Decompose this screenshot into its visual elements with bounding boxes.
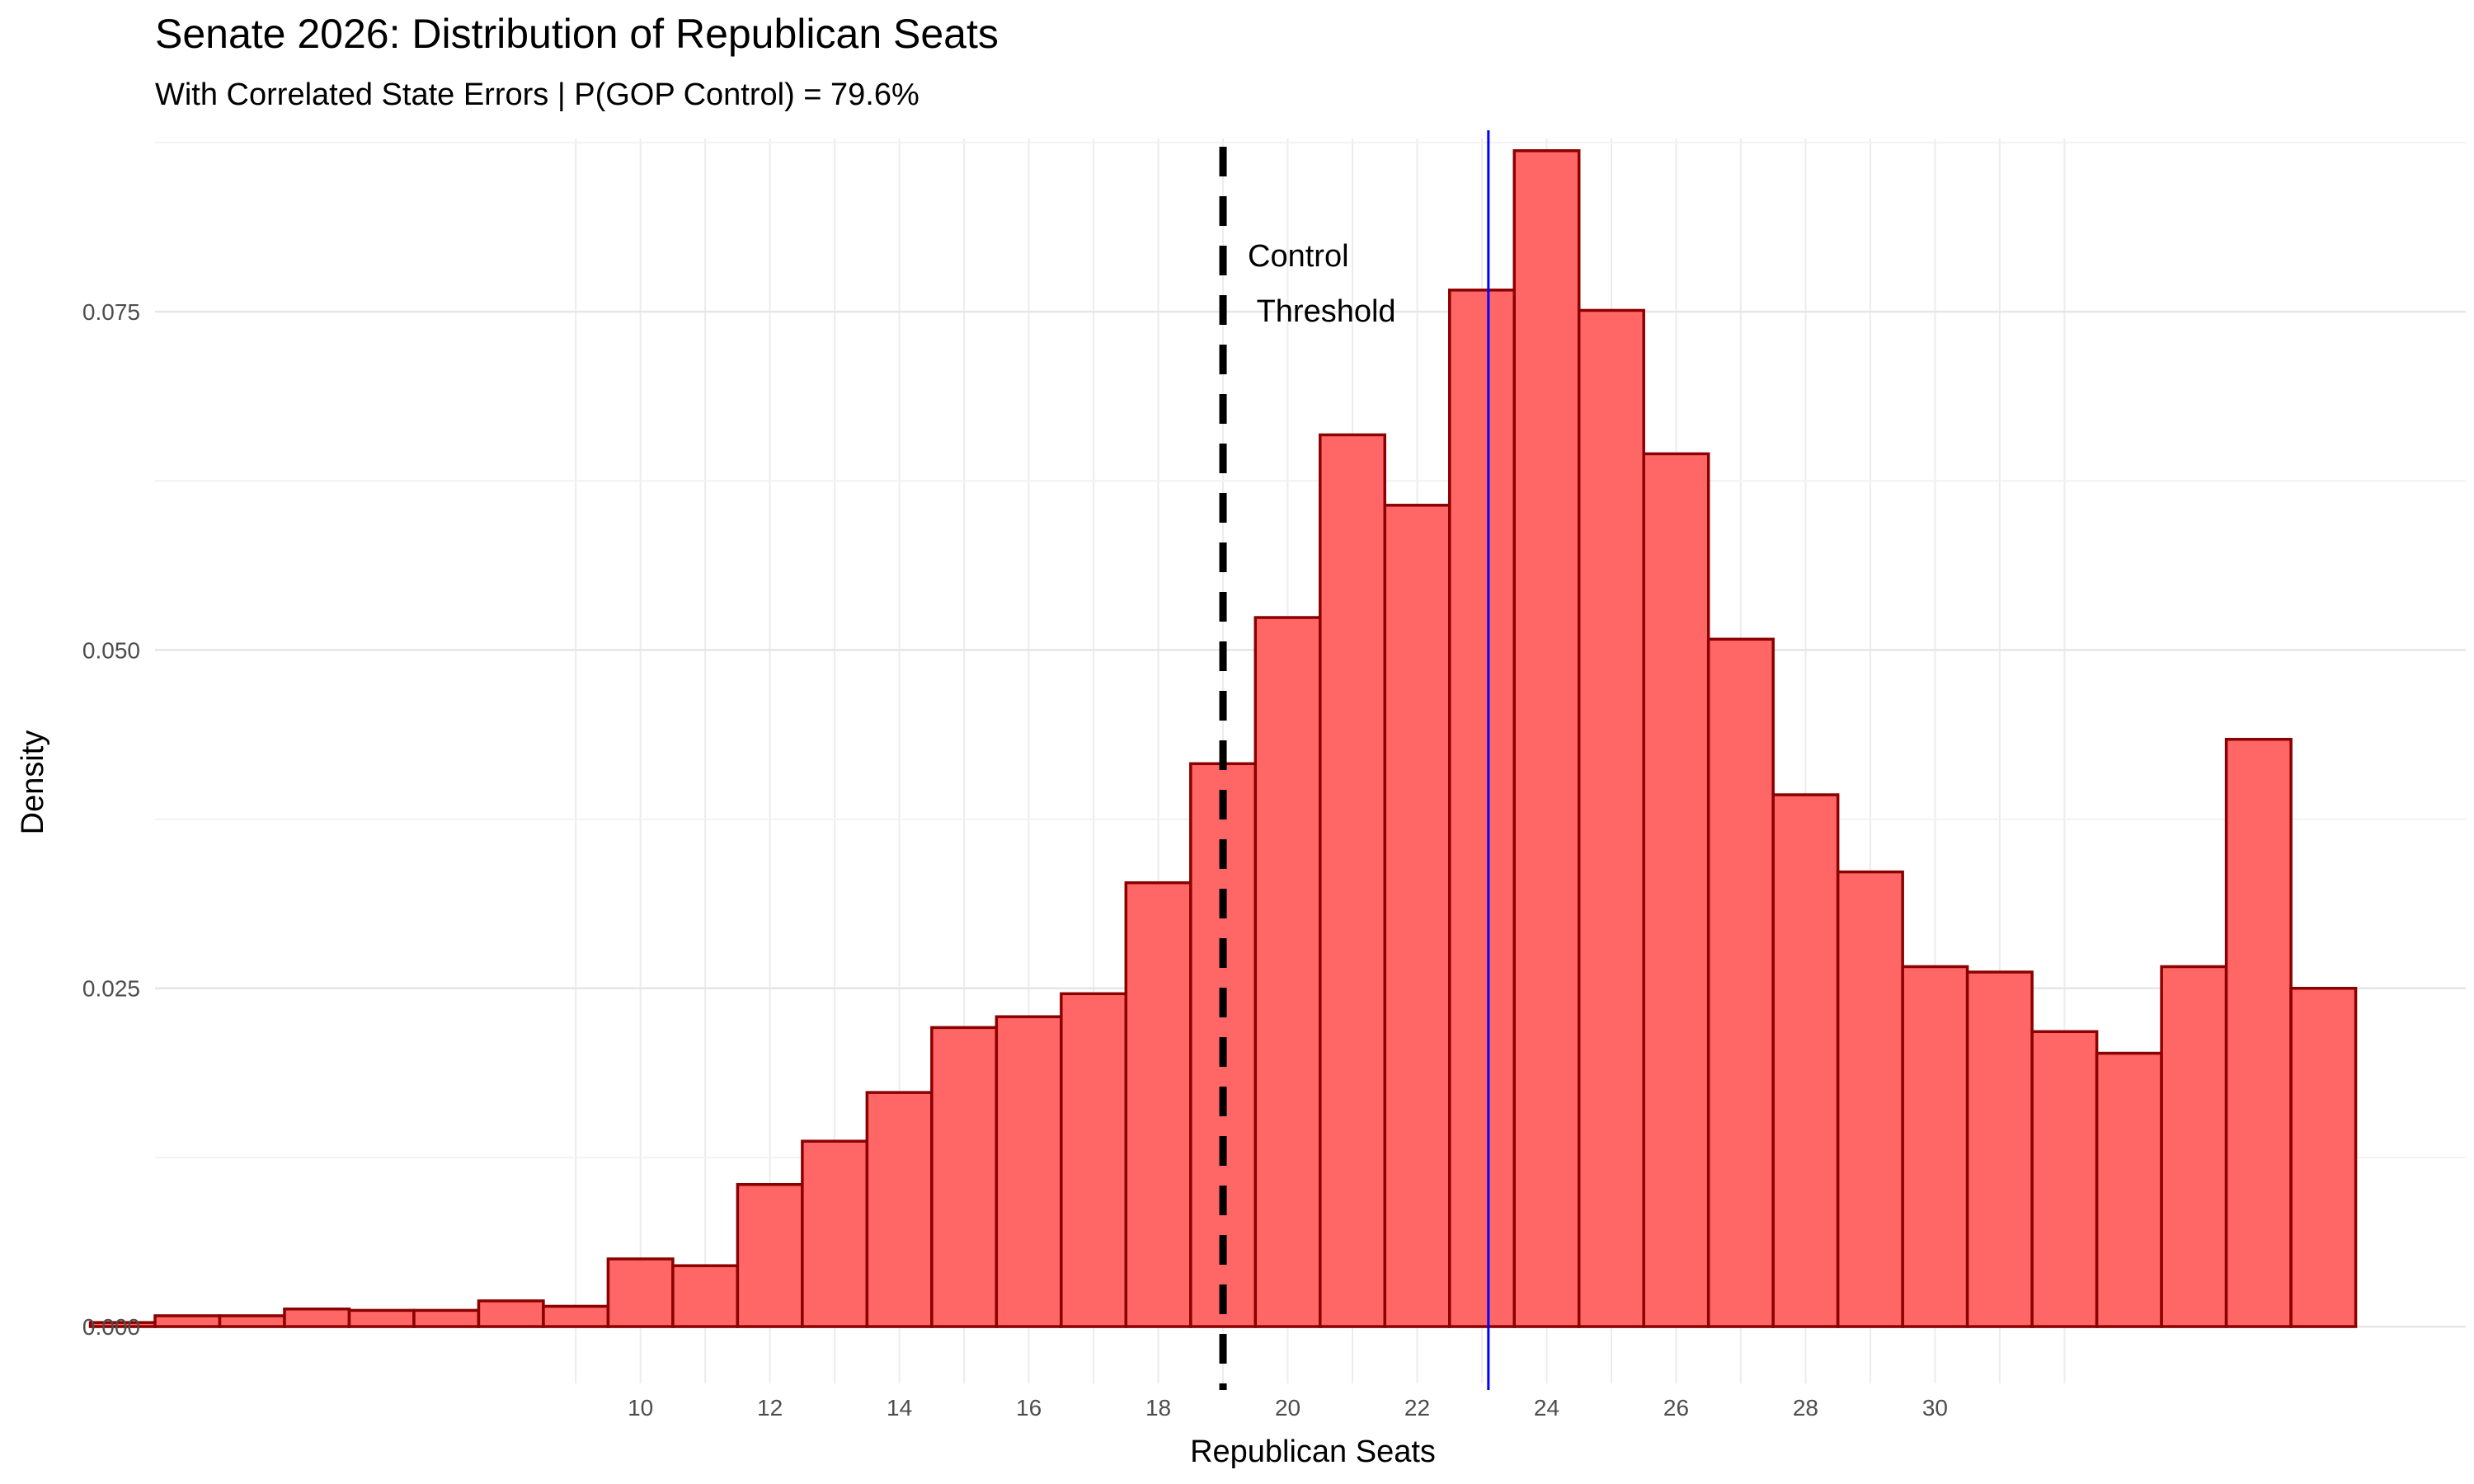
x-tick-label: 16 bbox=[1016, 1395, 1042, 1421]
histogram-bar bbox=[1771, 793, 1840, 1328]
histogram-bar bbox=[1965, 970, 2034, 1328]
x-tick-label: 28 bbox=[1793, 1395, 1818, 1421]
axis-ticks: 10 12 14 16 18 20 22 24 26 28 30 0.000 0.025 0.050 0.0… bbox=[82, 299, 1948, 1421]
histogram-bar bbox=[930, 1026, 999, 1328]
histogram-bar bbox=[1642, 452, 1710, 1328]
threshold-annotation: Control Threshold bbox=[1248, 239, 1396, 329]
histogram-bar bbox=[153, 1314, 222, 1328]
histogram-bar bbox=[283, 1307, 351, 1328]
histogram-bars bbox=[88, 149, 2358, 1328]
histogram-bar bbox=[1901, 965, 1969, 1328]
histogram-bar bbox=[2224, 737, 2293, 1328]
y-axis-title: Density bbox=[16, 730, 50, 835]
histogram-bar bbox=[995, 1015, 1063, 1328]
y-tick-label: 0.075 bbox=[82, 299, 140, 325]
y-tick-label: 0.050 bbox=[82, 637, 140, 663]
histogram-bar bbox=[865, 1091, 934, 1328]
histogram-bar bbox=[477, 1299, 545, 1328]
x-tick-label: 26 bbox=[1663, 1395, 1689, 1421]
y-tick-label: 0.025 bbox=[82, 976, 140, 1002]
histogram-bar bbox=[1577, 308, 1645, 1328]
histogram-bar bbox=[2289, 986, 2358, 1328]
histogram-bar bbox=[736, 1182, 804, 1328]
threshold-annotation-line: Control bbox=[1248, 239, 1349, 274]
histogram-bar bbox=[1836, 870, 1904, 1328]
threshold-annotation-line: Threshold bbox=[1248, 294, 1396, 329]
histogram-bar bbox=[2160, 965, 2228, 1328]
y-tick-label: 0.000 bbox=[82, 1314, 140, 1340]
histogram-bar bbox=[1124, 881, 1192, 1328]
x-tick-label: 18 bbox=[1145, 1395, 1171, 1421]
chart-title: Senate 2026: Distribution of Republican … bbox=[155, 11, 999, 57]
x-axis-title: Republican Seats bbox=[1190, 1435, 1436, 1469]
histogram-bar bbox=[801, 1139, 869, 1328]
histogram-bar bbox=[671, 1264, 740, 1328]
histogram-bar bbox=[1060, 992, 1128, 1328]
x-tick-label: 24 bbox=[1534, 1395, 1559, 1421]
histogram-bar bbox=[2095, 1051, 2163, 1328]
histogram-bar bbox=[2030, 1030, 2099, 1328]
histogram-bar bbox=[606, 1257, 675, 1328]
histogram-bar bbox=[1319, 433, 1387, 1328]
histogram-bar bbox=[542, 1304, 610, 1328]
histogram-bar bbox=[347, 1308, 416, 1328]
x-tick-label: 30 bbox=[1922, 1395, 1948, 1421]
histogram-bar bbox=[1706, 637, 1775, 1328]
reference-lines bbox=[1219, 130, 1490, 1390]
histogram-bar bbox=[1512, 149, 1581, 1328]
x-tick-label: 20 bbox=[1275, 1395, 1300, 1421]
x-tick-label: 12 bbox=[757, 1395, 783, 1421]
x-tick-label: 10 bbox=[628, 1395, 653, 1421]
histogram-bar bbox=[1383, 504, 1451, 1328]
histogram-bar bbox=[218, 1314, 286, 1328]
histogram-bar bbox=[1447, 289, 1516, 1328]
x-tick-label: 22 bbox=[1404, 1395, 1430, 1421]
histogram-bar bbox=[412, 1308, 481, 1328]
chart-subtitle: With Correlated State Errors | P(GOP Con… bbox=[155, 77, 920, 112]
x-tick-label: 14 bbox=[887, 1395, 912, 1421]
histogram-bar bbox=[1253, 616, 1322, 1328]
